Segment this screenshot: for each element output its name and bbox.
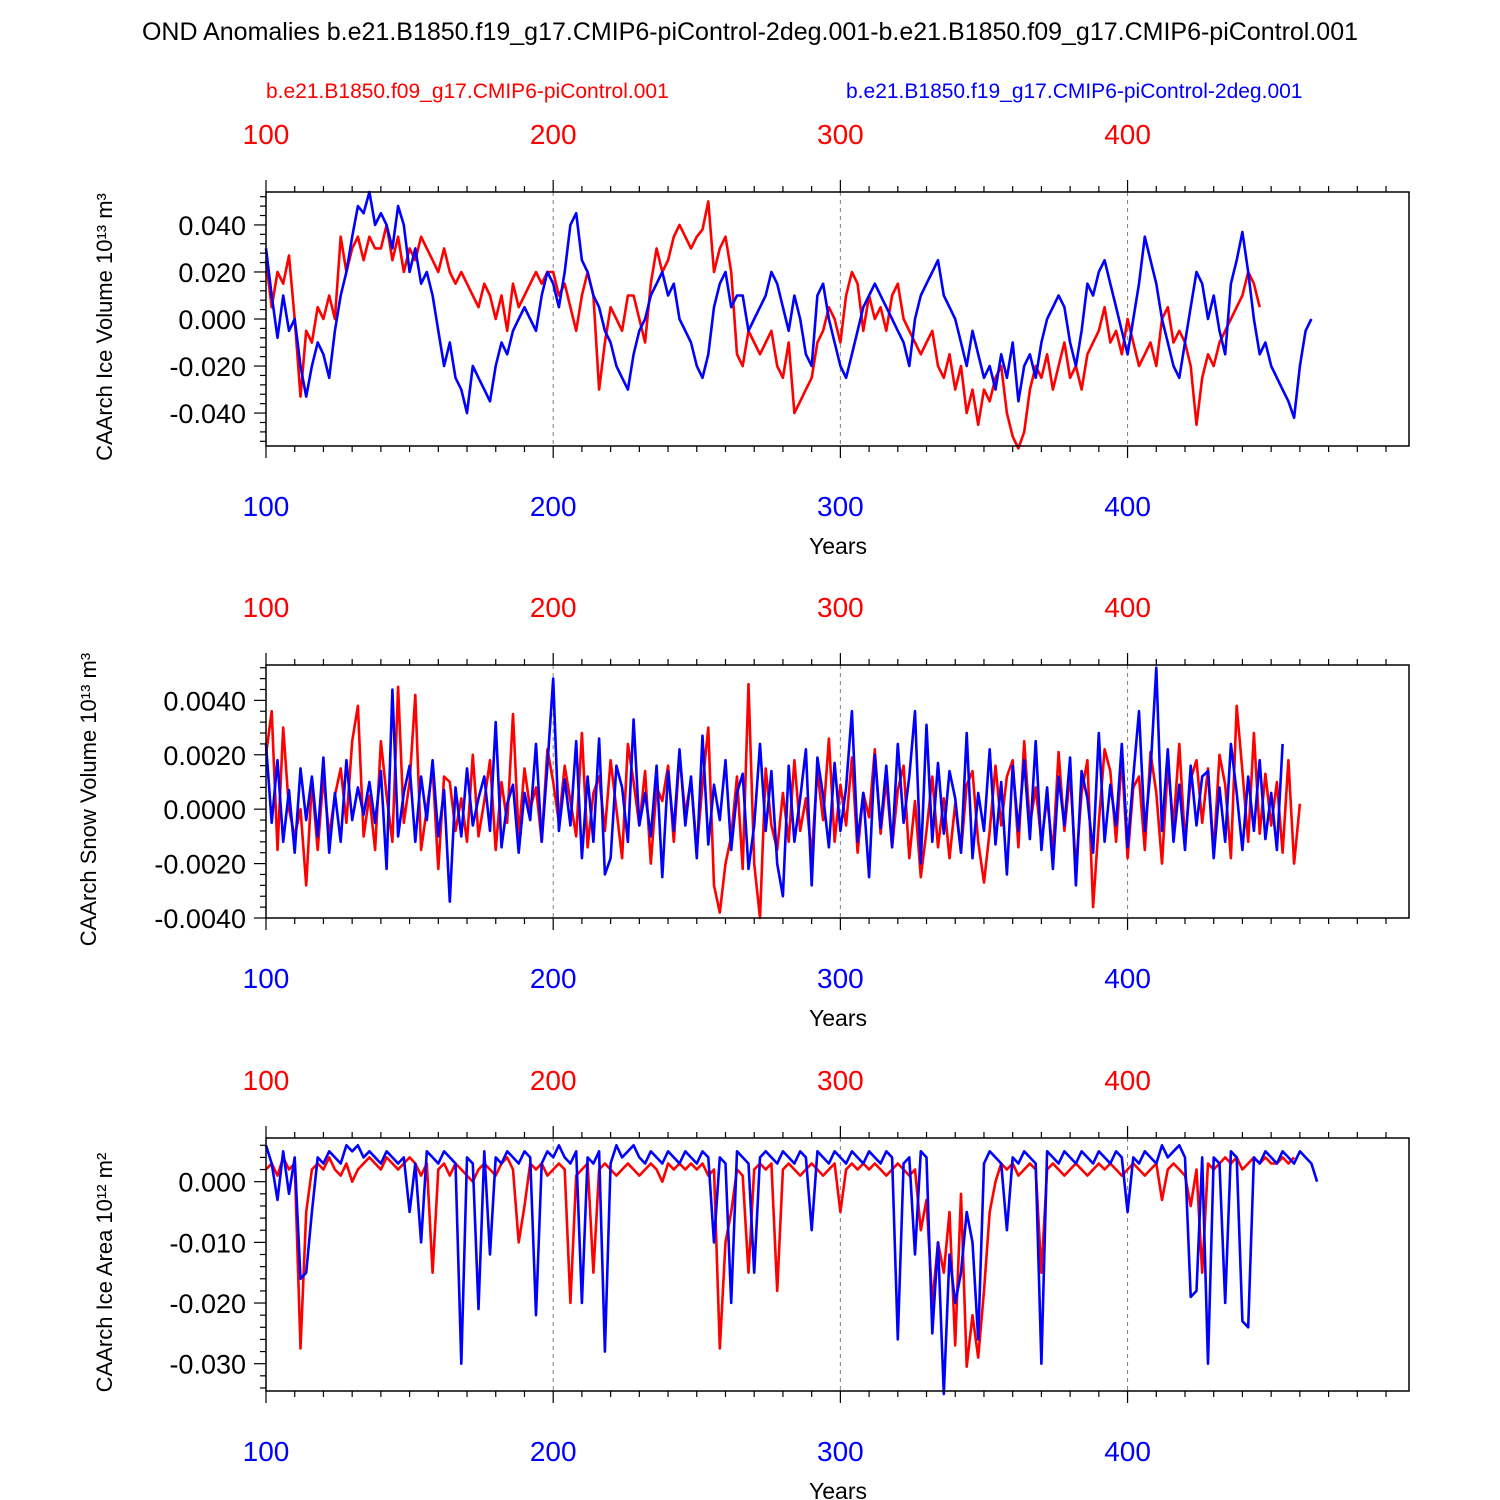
x-bottom-tick-label: 400	[1104, 1436, 1151, 1467]
x-bottom-tick-label: 300	[817, 1436, 864, 1467]
x-top-tick-label: 400	[1104, 592, 1151, 623]
x-axis-title: Years	[809, 533, 867, 559]
y-axis-title: CAArch Ice Volume 10¹³ m³	[92, 193, 117, 461]
x-bottom-tick-label: 300	[817, 491, 864, 522]
x-top-tick-label: 300	[817, 1065, 864, 1096]
panel-3: 100 200 300 400 100 200 300 400 Years 0.000 -0.010…	[92, 1065, 1410, 1500]
y-tick-label: 0.000	[178, 1168, 246, 1198]
y-tick-label: 0.0000	[163, 795, 246, 825]
y-tick-label: -0.030	[169, 1350, 246, 1380]
y-axis-title: CAArch Snow Volume 10¹³ m³	[76, 653, 101, 946]
series-line-red	[264, 682, 1302, 920]
series-line-red	[264, 200, 1261, 450]
x-axis-title: Years	[809, 1005, 867, 1031]
y-tick-label: -0.0020	[154, 850, 246, 880]
x-top-tick-label: 200	[530, 592, 577, 623]
y-axis-title: CAArch Ice Area 10¹² m²	[92, 1153, 117, 1393]
plot-frame	[265, 664, 1410, 919]
panel-2: 100 200 300 400 100 200 300 400 Years 0.0040 0.002…	[76, 592, 1410, 1031]
series-line-blue	[264, 666, 1284, 904]
legend-red-series: b.e21.B1850.f09_g17.CMIP6-piControl.001	[266, 80, 669, 103]
x-top-tick-label: 400	[1104, 119, 1151, 150]
legend-blue-series: b.e21.B1850.f19_g17.CMIP6-piControl-2deg…	[846, 80, 1303, 103]
x-top-tick-label: 100	[243, 119, 290, 150]
chart-title: OND Anomalies b.e21.B1850.f19_g17.CMIP6-…	[141, 18, 1359, 46]
x-bottom-tick-label: 300	[817, 963, 864, 994]
x-axis-title: Years	[809, 1478, 867, 1500]
x-top-tick-label: 400	[1104, 1065, 1151, 1096]
x-top-tick-label: 100	[243, 592, 290, 623]
y-tick-label: -0.0040	[154, 904, 246, 934]
y-tick-label: 0.020	[178, 258, 246, 288]
series-line-blue	[264, 190, 1313, 420]
y-tick-label: 0.0020	[163, 741, 246, 771]
y-tick-label: 0.000	[178, 305, 246, 335]
x-top-tick-label: 200	[530, 1065, 577, 1096]
x-bottom-tick-label: 200	[530, 491, 577, 522]
y-tick-label: -0.010	[169, 1228, 246, 1258]
x-top-tick-label: 300	[817, 592, 864, 623]
x-top-tick-label: 200	[530, 119, 577, 150]
plot-frame	[265, 1137, 1410, 1392]
x-bottom-tick-label: 100	[243, 1436, 290, 1467]
series-line-blue	[264, 1144, 1319, 1396]
y-tick-label: -0.020	[169, 1289, 246, 1319]
y-tick-label: 0.040	[178, 211, 246, 241]
x-bottom-tick-label: 200	[530, 1436, 577, 1467]
series-line-red	[265, 1156, 1296, 1368]
y-tick-label: -0.020	[169, 352, 246, 382]
x-bottom-tick-label: 400	[1104, 491, 1151, 522]
x-bottom-tick-label: 400	[1104, 963, 1151, 994]
y-tick-label: 0.0040	[163, 686, 246, 716]
x-bottom-tick-label: 100	[243, 963, 290, 994]
x-bottom-tick-label: 100	[243, 491, 290, 522]
panel-1: 100 200 300 400 100 200 300 400 Years 0.040 0.020 0…	[92, 119, 1410, 559]
x-top-tick-label: 100	[243, 1065, 290, 1096]
x-top-tick-label: 300	[817, 119, 864, 150]
y-tick-label: -0.040	[169, 399, 246, 429]
x-bottom-tick-label: 200	[530, 963, 577, 994]
